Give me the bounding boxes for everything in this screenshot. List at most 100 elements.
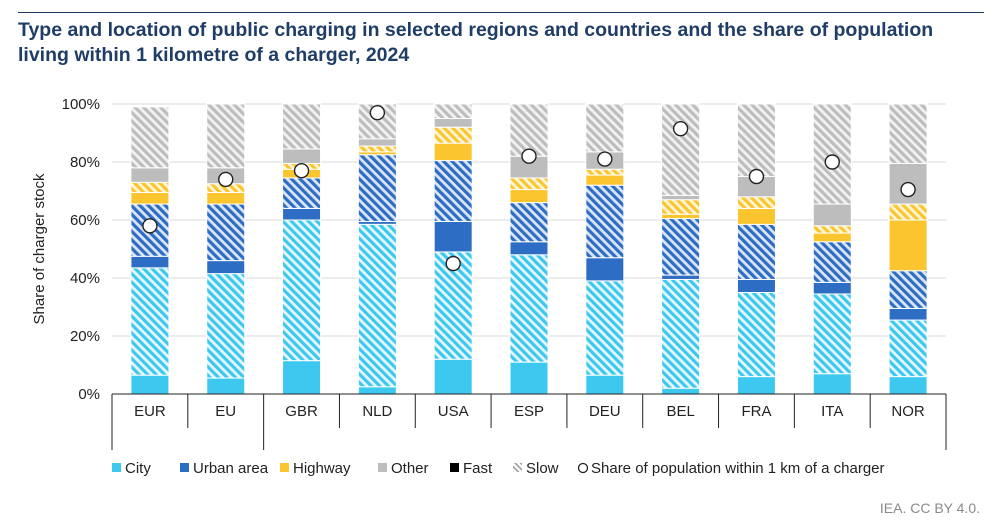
bar-city-slow — [812, 293, 852, 375]
bar-city-fast — [130, 374, 170, 395]
bar-city-fast — [282, 360, 322, 395]
bar-city-fast — [736, 376, 776, 395]
legend-swatch-highway — [280, 463, 289, 472]
population-share-marker — [521, 148, 537, 164]
y-tick-label: 60% — [70, 212, 100, 229]
bar-urban-area-slow — [357, 154, 397, 222]
bar-urban-area-fast — [736, 278, 776, 294]
bar-other-fast — [812, 203, 852, 227]
legend-label: City — [125, 460, 151, 477]
bar-other-fast — [282, 148, 322, 164]
x-tick-label: EU — [215, 403, 236, 420]
y-tick-label: 100% — [62, 96, 100, 113]
bar-urban-area-slow — [585, 184, 625, 259]
population-share-marker — [218, 171, 234, 188]
bar-highway-fast — [206, 191, 246, 205]
population-share-marker — [748, 168, 765, 185]
bar-other-slow — [509, 103, 549, 157]
bar-city-slow — [888, 319, 928, 378]
bar-city-slow — [661, 278, 701, 389]
population-share-marker — [142, 218, 158, 234]
bar-urban-area-slow — [661, 218, 701, 276]
x-tick-label: BEL — [666, 403, 694, 420]
bar-city-slow — [206, 273, 246, 379]
x-tick-label: NOR — [891, 403, 925, 420]
credit-note: IEA. CC BY 4.0. — [879, 500, 980, 516]
bar-urban-area-fast — [433, 220, 473, 253]
chart-title: Type and location of public charging in … — [18, 19, 934, 66]
x-tick-label: DEU — [589, 403, 621, 420]
x-tick-label: USA — [438, 403, 469, 420]
bar-other-fast — [130, 167, 170, 183]
bar-other-fast — [357, 138, 397, 147]
bar-city-fast — [812, 373, 852, 395]
bar-urban-area-fast — [509, 241, 549, 256]
y-axis-title: Share of charger stock — [31, 173, 48, 324]
bar-highway-fast — [509, 189, 549, 204]
legend-label: Share of population within 1 km of a cha… — [591, 460, 885, 477]
y-tick-label: 40% — [70, 270, 100, 287]
bar-urban-area-slow — [433, 160, 473, 222]
bar-city-slow — [585, 280, 625, 376]
bar-other-slow — [130, 106, 170, 169]
population-share-marker — [445, 255, 461, 272]
bar-urban-area-fast — [130, 255, 170, 269]
bar-city-fast — [509, 361, 549, 395]
bar-urban-area-slow — [888, 270, 928, 309]
bar-urban-area-slow — [812, 241, 852, 283]
bar-urban-area-fast — [282, 207, 322, 221]
bar-urban-area-slow — [509, 202, 549, 243]
bar-highway-fast — [812, 232, 852, 243]
bar-other-slow — [888, 103, 928, 164]
bar-highway-fast — [130, 191, 170, 205]
bar-highway-slow — [585, 168, 625, 176]
population-share-marker — [597, 151, 613, 167]
population-share-marker — [672, 120, 689, 137]
legend-label: Slow — [526, 460, 559, 477]
bar-other-slow — [282, 103, 322, 150]
bar-urban-area-slow — [736, 223, 776, 280]
bar-other-fast — [433, 118, 473, 128]
bar-urban-area-fast — [661, 274, 701, 280]
bar-city-slow — [736, 292, 776, 378]
legend-label: Urban area — [193, 460, 269, 477]
population-share-marker — [900, 181, 916, 198]
bar-highway-slow — [357, 145, 397, 153]
bar-highway-fast — [585, 174, 625, 186]
x-tick-label: NLD — [362, 403, 392, 420]
legend-label: Highway — [293, 460, 351, 477]
bar-urban-area-fast — [585, 257, 625, 282]
bar-other-slow — [736, 103, 776, 177]
bar-urban-area-fast — [206, 260, 246, 275]
legend-swatch-city — [112, 463, 121, 472]
bar-other-slow — [585, 103, 625, 153]
bar-urban-area-slow — [206, 203, 246, 262]
x-tick-label: ITA — [821, 403, 843, 420]
legend-swatch-other — [378, 463, 387, 472]
legend-swatch-slow — [513, 463, 522, 472]
bar-highway-fast — [888, 219, 928, 272]
bar-other-slow — [433, 103, 473, 119]
bar-city-fast — [433, 358, 473, 395]
bar-city-slow — [282, 219, 322, 362]
bar-city-fast — [888, 376, 928, 395]
legend-label: Fast — [463, 460, 493, 477]
bar-highway-fast — [736, 207, 776, 225]
bar-urban-area-fast — [812, 281, 852, 295]
bar-highway-slow — [888, 203, 928, 221]
bar-city-fast — [206, 377, 246, 395]
bar-other-slow — [661, 103, 701, 196]
x-tick-label: ESP — [514, 403, 544, 420]
legend-marker-population-share — [577, 462, 589, 474]
bar-city-slow — [130, 267, 170, 376]
population-share-marker — [369, 104, 386, 121]
bar-city-fast — [357, 386, 397, 395]
bar-highway-slow — [130, 181, 170, 193]
legend-swatch-fast — [450, 463, 459, 472]
bar-other-fast — [661, 194, 701, 201]
bar-other-slow — [812, 103, 852, 205]
legend-swatch-urban-area — [180, 463, 189, 472]
x-tick-label: GBR — [285, 403, 318, 420]
bar-highway-slow — [736, 196, 776, 209]
